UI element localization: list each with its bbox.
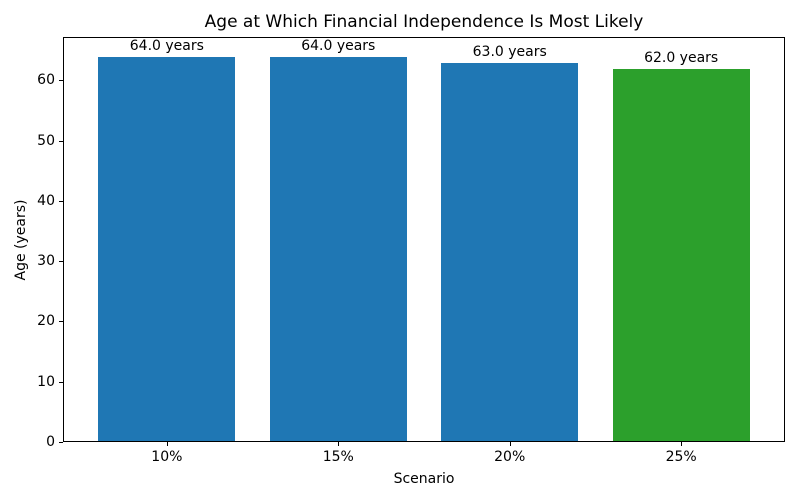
bar-value-label-20%: 63.0 years	[472, 43, 547, 60]
bar-15%	[269, 57, 407, 441]
x-tick-label-15%: 15%	[322, 449, 354, 465]
x-tick-label-20%: 20%	[494, 449, 526, 465]
y-tick-mark-30	[59, 261, 63, 263]
y-tick-label-60: 60	[37, 72, 55, 89]
y-tick-label-50: 50	[37, 132, 55, 149]
bar-value-label-10%: 64.0 years	[129, 37, 204, 54]
y-tick-label-30: 30	[37, 253, 55, 270]
x-tick-label-10%: 10%	[151, 449, 183, 465]
x-tick-mark-15%	[338, 442, 340, 446]
x-tick-mark-10%	[166, 442, 168, 446]
plot-area: 64.0 years 64.0 years 63.0 years 62.0 years	[63, 37, 785, 442]
x-tick-mark-25%	[681, 442, 683, 446]
x-tick-mark-20%	[509, 442, 511, 446]
y-tick-label-0: 0	[46, 434, 55, 450]
y-tick-mark-0	[59, 442, 63, 443]
chart-title: Age at Which Financial Independence Is M…	[204, 12, 644, 32]
bar-value-label-15%: 64.0 years	[301, 37, 376, 54]
y-tick-mark-20	[59, 321, 63, 323]
bar-20%	[441, 63, 579, 441]
y-tick-label-40: 40	[37, 192, 55, 209]
x-axis-label: Scenario	[393, 471, 455, 487]
y-tick-mark-10	[59, 381, 63, 383]
y-axis-label: Age (years)	[13, 199, 29, 281]
x-tick-label-25%: 25%	[665, 449, 697, 465]
y-tick-mark-50	[59, 140, 63, 142]
bar-value-label-25%: 62.0 years	[644, 49, 719, 66]
y-tick-label-10: 10	[37, 373, 55, 390]
y-tick-mark-60	[59, 80, 63, 82]
bar-25%	[612, 69, 750, 441]
y-tick-mark-40	[59, 200, 63, 202]
y-tick-label-20: 20	[37, 313, 55, 330]
bar-10%	[98, 57, 236, 441]
